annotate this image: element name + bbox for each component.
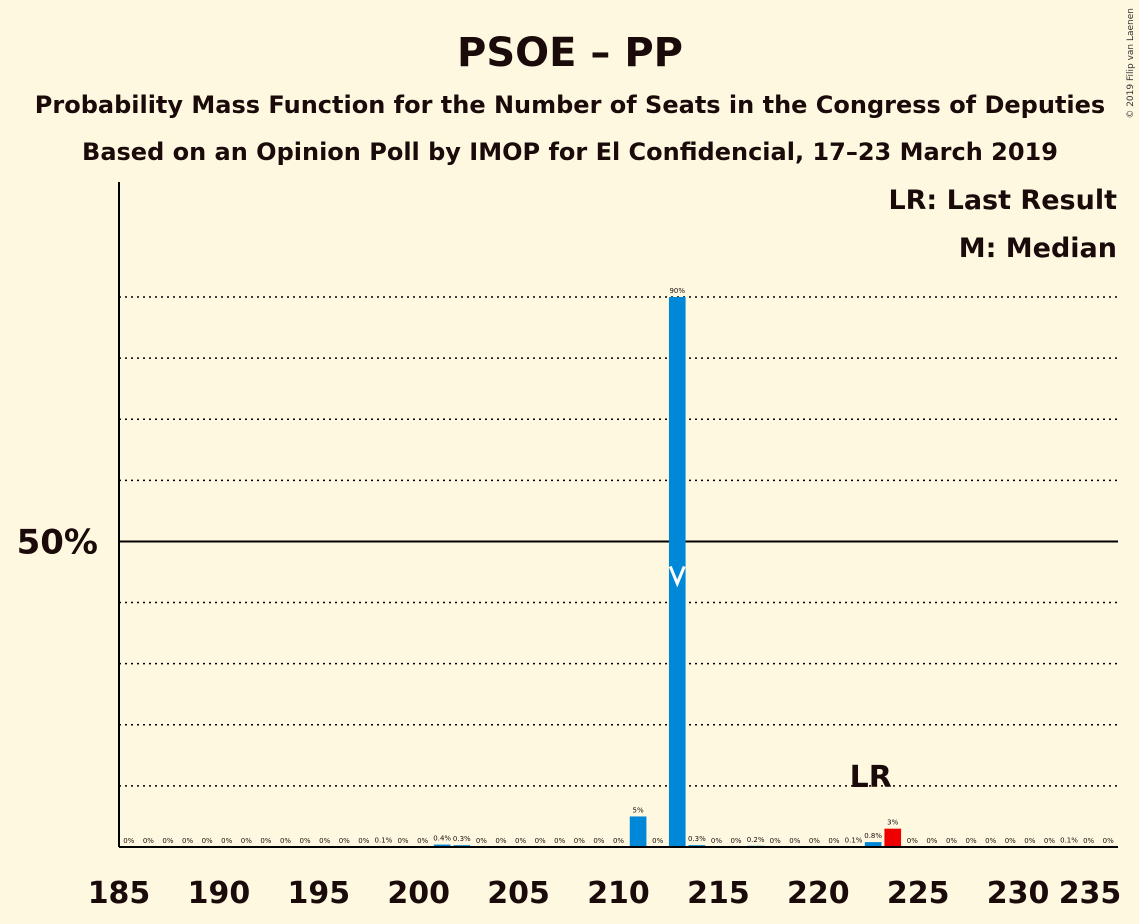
bar-label-210: 0% <box>613 837 624 845</box>
bar-label-212: 0% <box>652 837 663 845</box>
bar-label-205: 0% <box>515 837 526 845</box>
bar-label-221: 0% <box>828 837 839 845</box>
bar-label-186: 0% <box>143 837 154 845</box>
bar-label-227: 0% <box>946 837 957 845</box>
bar-label-203: 0% <box>476 837 487 845</box>
bar-label-193: 0% <box>280 837 291 845</box>
bar-223 <box>864 842 882 847</box>
bar-label-209: 0% <box>593 837 604 845</box>
bar-label-202: 0.3% <box>453 835 471 843</box>
last-result-label: LR <box>850 760 892 795</box>
bar-label-198: 0.1% <box>375 836 393 844</box>
x-tick-210: 210 <box>587 876 650 911</box>
x-tick-200: 200 <box>387 876 450 911</box>
axes: 50% <box>17 182 1118 848</box>
bar-label-225: 0% <box>907 837 918 845</box>
bar-label-235: 0% <box>1103 837 1114 845</box>
gridlines <box>119 296 1118 787</box>
bar-label-197: 0% <box>358 837 369 845</box>
bar-value-labels: 0% 0% 0% 0% 0% 0% 0% 0% 0% 0% 0% 0% 0% 0.1% 0% 0% 0.4% 0.… <box>123 287 1114 845</box>
bar-label-215: 0% <box>711 837 722 845</box>
x-tick-230: 230 <box>987 876 1050 911</box>
bar-label-208: 0% <box>574 837 585 845</box>
bar-label-229: 0% <box>985 837 996 845</box>
x-tick-185: 185 <box>88 876 151 911</box>
chart-subtitle-1: Probability Mass Function for the Number… <box>35 91 1105 119</box>
bar-label-231: 0% <box>1024 837 1035 845</box>
copyright-notice: © 2019 Filip van Laenen <box>1126 8 1136 119</box>
x-tick-190: 190 <box>188 876 251 911</box>
bar-label-187: 0% <box>162 837 173 845</box>
bar-label-220: 0% <box>809 837 820 845</box>
bar-label-226: 0% <box>926 837 937 845</box>
bar-224 <box>884 828 902 847</box>
bar-201 <box>433 844 451 847</box>
bar-label-192: 0% <box>260 837 271 845</box>
bar-label-206: 0% <box>535 837 546 845</box>
bar-label-228: 0% <box>966 837 977 845</box>
bar-label-218: 0% <box>770 837 781 845</box>
chart-title: PSOE – PP <box>457 30 683 76</box>
bar-label-185: 0% <box>123 837 134 845</box>
bar-label-224: 3% <box>887 819 898 827</box>
bar-label-217: 0.2% <box>747 836 765 844</box>
bar-label-213: 90% <box>669 287 685 295</box>
x-tick-215: 215 <box>687 876 750 911</box>
annotations: LR <box>668 565 892 795</box>
bar-label-219: 0% <box>789 837 800 845</box>
bar-label-200: 0% <box>417 837 428 845</box>
bar-label-195: 0% <box>319 837 330 845</box>
bar-label-216: 0% <box>730 837 741 845</box>
x-tick-225: 225 <box>887 876 950 911</box>
bar-label-207: 0% <box>554 837 565 845</box>
bar-label-234: 0% <box>1083 837 1094 845</box>
x-tick-labels: 185 190 195 200 205 210 215 220 225 230 235 <box>88 876 1122 911</box>
bar-series <box>375 297 1078 847</box>
bar-label-201: 0.4% <box>433 835 451 843</box>
bar-label-222: 0.1% <box>845 836 863 844</box>
bar-213 <box>668 297 686 847</box>
bar-label-191: 0% <box>241 837 252 845</box>
legend-last-result: LR: Last Result <box>888 185 1117 216</box>
bar-label-194: 0% <box>300 837 311 845</box>
bar-label-214: 0.3% <box>688 835 706 843</box>
bar-label-199: 0% <box>397 837 408 845</box>
chart-subtitle-2: Based on an Opinion Poll by IMOP for El … <box>82 138 1058 166</box>
bar-label-204: 0% <box>495 837 506 845</box>
y-tick-label-50: 50% <box>17 522 98 562</box>
bar-211 <box>629 816 647 847</box>
bar-label-188: 0% <box>182 837 193 845</box>
median-marker <box>668 565 686 588</box>
bar-label-189: 0% <box>202 837 213 845</box>
bar-label-223: 0.8% <box>864 832 882 840</box>
bar-label-233: 0.1% <box>1060 836 1078 844</box>
bar-label-230: 0% <box>1005 837 1016 845</box>
x-tick-195: 195 <box>287 876 350 911</box>
x-tick-235: 235 <box>1059 876 1122 911</box>
bar-label-190: 0% <box>221 837 232 845</box>
bar-label-196: 0% <box>339 837 350 845</box>
bar-label-211: 5% <box>633 806 644 814</box>
bar-label-232: 0% <box>1044 837 1055 845</box>
x-tick-205: 205 <box>487 876 550 911</box>
x-tick-220: 220 <box>787 876 850 911</box>
legend-median: M: Median <box>959 233 1117 264</box>
